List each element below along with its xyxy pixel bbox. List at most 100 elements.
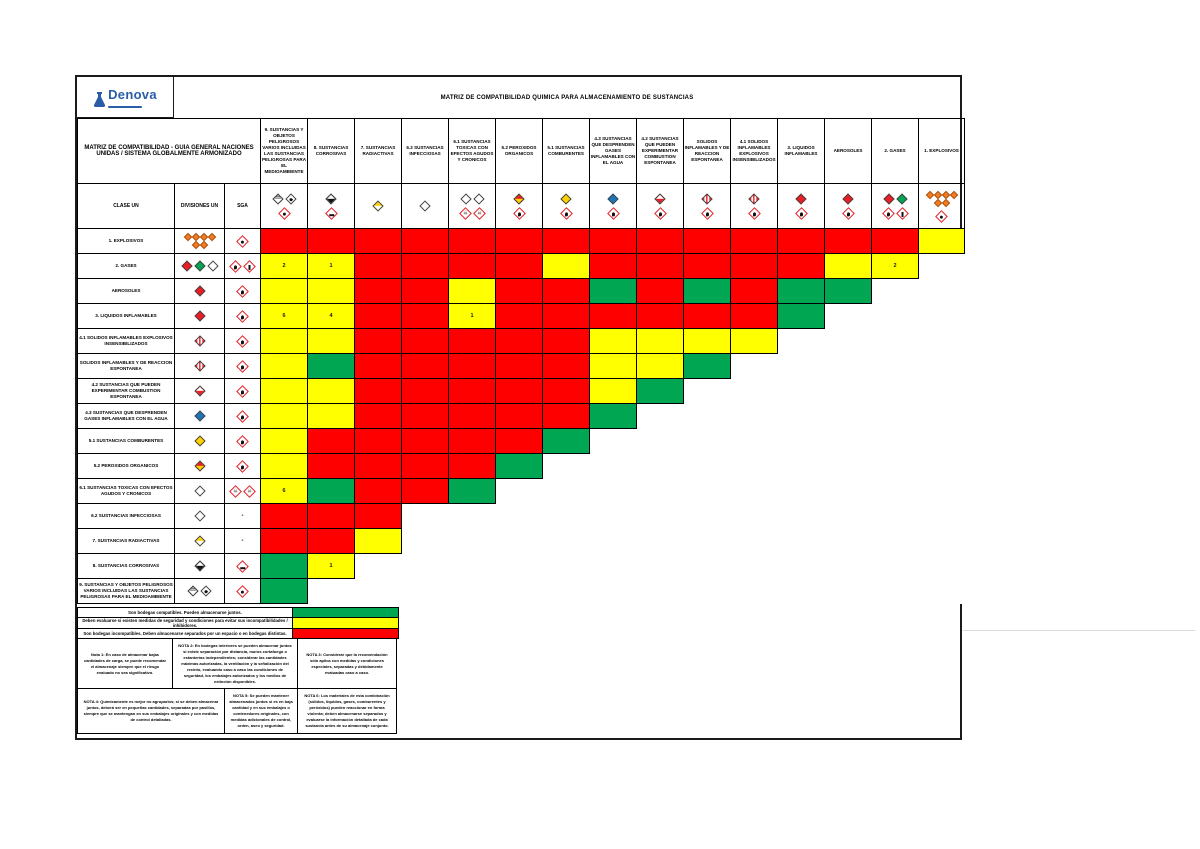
empty-cell	[683, 403, 731, 429]
divisiones-un-header: DIVISIONES UN	[174, 183, 225, 229]
column-header-10: SOLIDOS INFLAMABLES Y DE REACCION ESPONT…	[683, 118, 732, 184]
icon-group	[277, 206, 291, 220]
sga-skull-icon: ☠	[229, 484, 242, 498]
matrix-cell-r5-c3	[354, 328, 403, 354]
matrix-cell-r6-c10	[683, 353, 732, 379]
flam-diamond-icon	[795, 192, 807, 205]
empty-cell	[307, 578, 355, 604]
icon-group	[654, 192, 666, 205]
empty-cell	[401, 553, 449, 579]
empty-cell	[495, 478, 543, 504]
matrix-cell-r3-c2	[307, 278, 356, 304]
half42-diamond-icon	[193, 385, 206, 397]
icon-group	[226, 234, 260, 248]
empty-cell	[495, 553, 543, 579]
matrix-cell-r6-c9	[636, 353, 685, 379]
matrix-cell-r7-c2	[307, 378, 356, 404]
logo-text: Denova	[108, 87, 157, 102]
matrix-cell-r2-c1: 2	[260, 253, 309, 279]
flam-diamond-icon	[193, 310, 206, 322]
row-label-13: 7. SUSTANCIAS RADIACTIVAS	[77, 528, 175, 554]
empty-cell	[871, 378, 919, 404]
icon-group	[176, 435, 224, 447]
row-label-1: 1. EXPLOSIVOS	[77, 228, 175, 254]
sga-flame-circle-glyph	[241, 464, 244, 468]
empty-cell	[589, 428, 637, 454]
empty-cell	[777, 553, 825, 579]
empty-cell	[683, 528, 731, 554]
nota-2: NOTA 2: En bodegas interiores se pueden …	[172, 638, 298, 689]
sga-flame-glyph	[241, 364, 244, 368]
matrix-cell-r1-c1	[260, 228, 309, 254]
icon-group	[226, 309, 260, 323]
column-icons-13	[824, 183, 873, 229]
icon-group	[747, 206, 761, 220]
column-icons-2	[307, 183, 356, 229]
empty-cell	[730, 428, 778, 454]
empty-cell	[871, 403, 919, 429]
empty-cell	[824, 578, 872, 604]
icon-group	[459, 192, 485, 205]
matrix-cell-r7-c3	[354, 378, 403, 404]
row-sga-15	[223, 578, 262, 604]
icon-stack	[544, 192, 589, 220]
matrix-cell-r10-c5	[448, 453, 497, 479]
matrix-cell-r3-c10	[683, 278, 732, 304]
sga-flame-glyph	[241, 339, 244, 343]
matrix-cell-r5-c7	[542, 328, 591, 354]
empty-cell	[636, 453, 684, 479]
icon-group	[226, 359, 260, 373]
flame-circle-mark	[241, 439, 244, 443]
empty-cell	[918, 478, 965, 504]
matrix-cell-r4-c1: 6	[260, 303, 309, 329]
empty-cell	[448, 503, 496, 529]
empty-cell	[683, 378, 731, 404]
icon-group	[226, 259, 260, 273]
matrix-cell-r12-c3	[354, 503, 403, 529]
matrix-cell-r1-c14	[871, 228, 920, 254]
matrix-cell-r9-c6	[495, 428, 544, 454]
matrix-cell-r9-c5	[448, 428, 497, 454]
icon-group: -	[226, 512, 260, 520]
matrix-cell-r13-c2	[307, 528, 356, 554]
empty-cell	[824, 353, 872, 379]
nota-3: NOTA 3: Considerar que la recomendación …	[297, 638, 397, 689]
icon-group	[653, 206, 667, 220]
empty-cell	[824, 328, 872, 354]
empty-cell	[683, 578, 731, 604]
matrix-cell-r15-c1	[260, 578, 309, 604]
row-divisions-12	[174, 503, 225, 529]
empty-cell	[589, 528, 637, 554]
matrix-cell-r14-c2: 1	[307, 553, 356, 579]
matrix-cell-r2-c9	[636, 253, 685, 279]
matrix-cell-r10-c1	[260, 453, 309, 479]
nota-6: NOTA 6: Los materiales de esta combinaci…	[297, 688, 397, 734]
matrix-cell-r3-c9	[636, 278, 685, 304]
empty-cell	[495, 578, 543, 604]
blue43-diamond-icon	[607, 192, 619, 205]
row-sga-9	[223, 428, 262, 454]
icon-group	[324, 206, 338, 220]
empty-cell	[589, 453, 637, 479]
empty-cell	[589, 503, 637, 529]
sga-flame-circle-glyph	[517, 211, 521, 215]
icon-group	[882, 192, 908, 205]
legend-text-2: Deben evaluarse si existen medidas de se…	[77, 617, 293, 629]
sga-bomb-icon	[236, 234, 249, 248]
row-label-4: 3. LIQUIDOS INFLAMABLES	[77, 303, 175, 329]
column-header-11: 4.1 SOLIDOS INFLAMABLES EXPLOSIVOS INSEN…	[730, 118, 779, 184]
row-divisions-2	[174, 253, 225, 279]
flame-mark	[752, 211, 756, 215]
icon-group: ☠ ☠	[458, 206, 486, 220]
env-diamond-icon	[284, 192, 297, 205]
empty-cell	[777, 378, 825, 404]
sga-none-dash: -	[241, 538, 244, 544]
empty-cell	[824, 403, 872, 429]
legend-text-3: Son bodegas incompatibles. Deben almacen…	[77, 628, 293, 639]
logo-box: Denova	[77, 77, 174, 118]
sga-flame-glyph	[658, 211, 662, 215]
empty-cell	[871, 278, 919, 304]
sga-skull-glyph: ☠	[462, 209, 468, 216]
icon-group	[512, 206, 526, 220]
empty-cell	[777, 478, 825, 504]
